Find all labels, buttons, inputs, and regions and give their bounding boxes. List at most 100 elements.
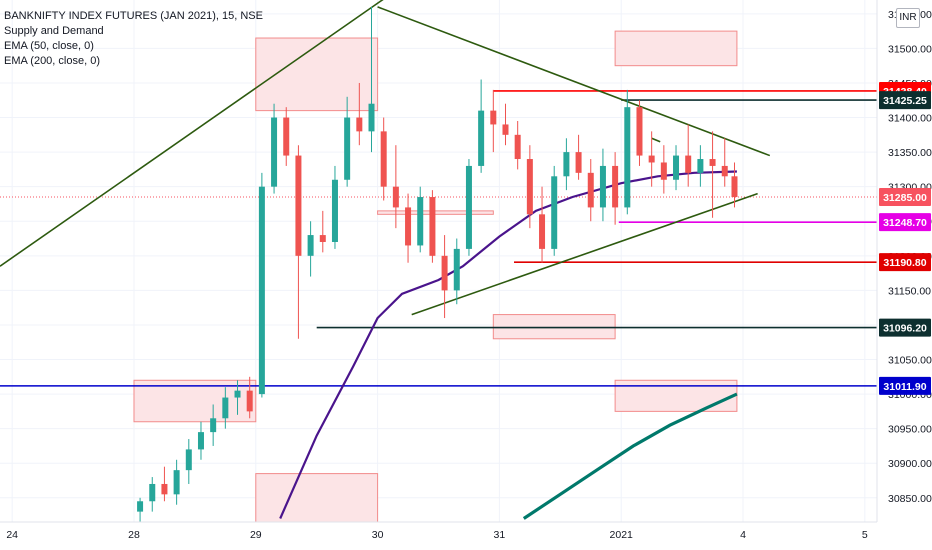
- candle-body: [392, 186, 399, 208]
- chart-title: BANKNIFTY INDEX FUTURES (JAN 2021), 15, …: [4, 10, 263, 22]
- candle-body: [368, 103, 375, 132]
- trendline: [411, 192, 758, 316]
- candle-body: [563, 152, 570, 177]
- x-tick-label: 29: [250, 529, 262, 541]
- supply-demand-zone: [614, 30, 738, 67]
- candle-body: [721, 165, 728, 177]
- candle-body: [660, 162, 667, 180]
- candle-body: [234, 390, 241, 398]
- y-tick-label: 31350.00: [888, 147, 932, 159]
- candle-body: [441, 255, 448, 291]
- price-levels: [0, 90, 877, 387]
- price-label-text: 31011.90: [883, 381, 926, 393]
- currency-button[interactable]: INR: [896, 8, 920, 28]
- candle-body: [161, 483, 168, 495]
- supply-demand-zone: [614, 379, 738, 412]
- candlesticks: [137, 6, 738, 522]
- x-tick-label: 4: [740, 529, 746, 541]
- y-tick-label: 31050.00: [888, 355, 932, 367]
- candle-body: [490, 110, 497, 125]
- price-label-text: 31248.70: [883, 217, 927, 229]
- candle-body: [478, 110, 485, 166]
- candle-body: [210, 418, 217, 433]
- price-label-box: [879, 318, 931, 337]
- trendline: [377, 6, 771, 157]
- price-label-text: 31190.80: [883, 257, 926, 269]
- candle-body: [599, 165, 606, 208]
- supply-demand-zone: [255, 473, 379, 523]
- x-tick-label: 5: [862, 529, 868, 541]
- candle-body: [246, 390, 253, 412]
- candle-body: [331, 179, 338, 242]
- candle-body: [526, 159, 533, 215]
- trendlines: [0, 0, 771, 316]
- candle-body: [709, 159, 716, 166]
- indicator-ema-200: EMA (200, close, 0): [4, 55, 100, 67]
- candle-body: [319, 235, 326, 242]
- trendline: [0, 0, 384, 267]
- x-axis[interactable]: 24 28 29 30 31 2021 4 5: [6, 529, 868, 541]
- price-label-box: [879, 376, 931, 395]
- candle-body: [612, 165, 619, 208]
- candle-body: [502, 124, 509, 135]
- candle-body: [429, 197, 436, 256]
- trendline: [651, 137, 661, 143]
- candle-body: [636, 107, 643, 156]
- candle-body: [697, 159, 704, 173]
- y-tick-label: 31150.00: [888, 285, 931, 297]
- price-label-text: 31285.00: [883, 192, 927, 204]
- candle-body: [356, 117, 363, 132]
- price-label-box: [879, 253, 931, 272]
- candle-body: [587, 172, 594, 208]
- candle-body: [514, 134, 521, 160]
- candle-body: [453, 248, 460, 291]
- candle-body: [405, 207, 412, 246]
- candle-body: [137, 501, 144, 512]
- candle-body: [295, 155, 302, 256]
- y-tick-label: 30950.00: [888, 424, 932, 436]
- y-tick-label: 31400.00: [888, 113, 932, 125]
- price-label-text: 31096.20: [883, 323, 927, 335]
- candle-body: [258, 186, 265, 395]
- candle-body: [673, 155, 680, 180]
- candle-body: [539, 214, 546, 249]
- candle-body: [731, 176, 738, 198]
- price-label-box: [879, 188, 931, 207]
- candle-body: [222, 397, 229, 419]
- x-tick-label: 24: [6, 529, 18, 541]
- candle-body: [624, 107, 631, 208]
- price-level-labels: 31438.4031425.2531285.0031248.7031190.80…: [879, 81, 931, 395]
- supply-demand-zone: [492, 314, 616, 340]
- candle-body: [575, 152, 582, 173]
- price-label-text: 31425.25: [883, 95, 927, 107]
- candle-body: [685, 155, 692, 173]
- y-tick-label: 31500.00: [888, 43, 932, 55]
- candle-body: [149, 483, 156, 502]
- price-label-box: [879, 213, 931, 232]
- supply-demand-zone: [377, 210, 494, 215]
- x-tick-label: 2021: [610, 529, 634, 541]
- indicator-ema-50: EMA (50, close, 0): [4, 40, 94, 52]
- candle-body: [283, 117, 290, 156]
- chart-legend: BANKNIFTY INDEX FUTURES (JAN 2021), 15, …: [4, 9, 263, 69]
- candle-body: [344, 117, 351, 180]
- candle-body: [173, 470, 180, 495]
- candle-body: [307, 235, 314, 256]
- candle-body: [271, 117, 278, 187]
- candle-body: [417, 197, 424, 246]
- x-tick-label: 30: [372, 529, 384, 541]
- supply-demand-zone: [133, 379, 257, 423]
- candle-body: [185, 449, 192, 471]
- candle-body: [197, 432, 204, 450]
- y-tick-label: 30900.00: [888, 458, 932, 470]
- ema-200-line: [522, 392, 738, 520]
- chart-grid: [0, 0, 877, 522]
- x-tick-label: 31: [494, 529, 506, 541]
- x-tick-label: 28: [128, 529, 140, 541]
- candle-body: [551, 176, 558, 249]
- price-label-box: [879, 91, 931, 110]
- indicator-supply-demand: Supply and Demand: [4, 25, 104, 37]
- candle-body: [648, 155, 655, 163]
- y-tick-label: 30850.00: [888, 493, 932, 505]
